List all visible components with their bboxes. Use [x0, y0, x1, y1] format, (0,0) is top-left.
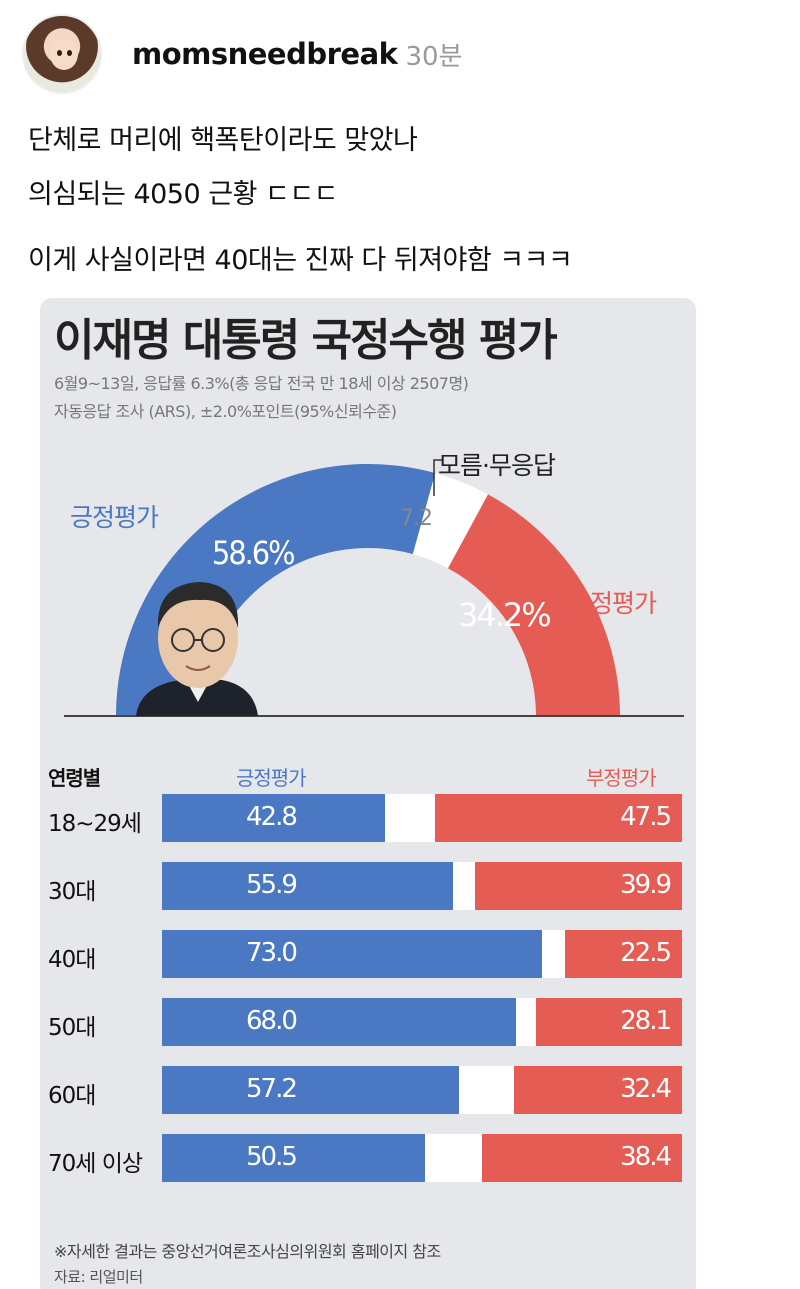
bar-track: 42.8 47.5 [162, 794, 682, 842]
positive-bar [162, 1134, 425, 1182]
positive-bar [162, 794, 385, 842]
bar-track: 50.5 38.4 [162, 1134, 682, 1182]
negative-header: 부정평가 [586, 766, 657, 790]
post-header: momsneedbreak 30분 [22, 14, 462, 94]
positive-bar [162, 998, 516, 1046]
positive-header: 긍정평가 [236, 766, 307, 790]
avatar-face [50, 38, 78, 70]
unknown-label: 모름·무응답 [438, 451, 556, 480]
negative-value: 28.1 [620, 1006, 672, 1036]
age-row: 40대 73.0 22.5 [40, 930, 696, 978]
gauge-slice-negative [448, 494, 620, 716]
positive-value: 55.9 [246, 870, 298, 900]
post-text-line: 의심되는 4050 근황 ㄷㄷㄷ [28, 179, 339, 210]
unknown-leader-line [433, 459, 442, 496]
negative-value: 39.9 [620, 870, 672, 900]
negative-percent: 34.2% [458, 596, 552, 634]
gauge-slice-positive [116, 464, 436, 716]
positive-value: 68.0 [246, 1006, 298, 1036]
avatar-eye [57, 50, 62, 56]
negative-value: 22.5 [620, 938, 672, 968]
age-label: 30대 [48, 879, 96, 905]
positive-value: 57.2 [246, 1074, 298, 1104]
negative-bar [535, 998, 682, 1046]
positive-bar [162, 1066, 460, 1114]
age-label: 60대 [48, 1083, 96, 1109]
negative-value: 38.4 [620, 1142, 672, 1172]
bar-track: 57.2 32.4 [162, 1066, 682, 1114]
age-label: 40대 [48, 947, 96, 973]
post-time: 30분 [405, 41, 463, 72]
positive-value: 73.0 [246, 938, 298, 968]
negative-value: 32.4 [620, 1074, 672, 1104]
negative-bar [565, 930, 682, 978]
age-label: 18~29세 [48, 811, 142, 837]
bar-track: 73.0 22.5 [162, 930, 682, 978]
bar-track: 55.9 39.9 [162, 862, 682, 910]
negative-bar [435, 794, 682, 842]
unknown-percent: 7.2 [400, 506, 433, 531]
username[interactable]: momsneedbreak [132, 37, 398, 71]
positive-bar [162, 930, 542, 978]
negative-bar [513, 1066, 682, 1114]
positive-bar [162, 862, 453, 910]
president-portrait [136, 582, 258, 716]
age-header: 연령별 [48, 766, 101, 790]
positive-value: 42.8 [246, 802, 298, 832]
age-row: 60대 57.2 32.4 [40, 1066, 696, 1114]
footnote: ※자세한 결과는 중앙선거여론조사심의위원회 홈페이지 참조 [54, 1242, 441, 1261]
positive-value: 50.5 [246, 1142, 298, 1172]
avatar-eye [67, 50, 72, 56]
gauge-slice-unknown [412, 473, 489, 569]
age-row: 30대 55.9 39.9 [40, 862, 696, 910]
bar-track: 68.0 28.1 [162, 998, 682, 1046]
age-row: 18~29세 42.8 47.5 [40, 794, 696, 842]
age-row: 70세 이상 50.5 38.4 [40, 1134, 696, 1182]
infographic-card: 이재명 대통령 국정수행 평가 6월9~13일, 응답률 6.3%(총 응답 전… [40, 298, 696, 1289]
approval-gauge-chart [64, 459, 684, 717]
negative-bar [482, 1134, 682, 1182]
infographic-subtitle: 자동응답 조사 (ARS), ±2.0%포인트(95%신뢰수준) [54, 402, 397, 421]
infographic-subtitle: 6월9~13일, 응답률 6.3%(총 응답 전국 만 18세 이상 2507명… [54, 374, 469, 393]
positive-label: 긍정평가 [70, 503, 159, 532]
age-label: 70세 이상 [48, 1151, 143, 1177]
infographic-title: 이재명 대통령 국정수행 평가 [54, 315, 558, 366]
post-text-line: 단체로 머리에 핵폭탄이라도 맞았나 [28, 125, 418, 156]
post-text-line: 이게 사실이라면 40대는 진짜 다 뒤져야함 ㅋㅋㅋ [28, 245, 573, 276]
negative-bar [474, 862, 682, 910]
age-label: 50대 [48, 1015, 96, 1041]
source-credit: 자료: 리얼미터 [54, 1268, 143, 1286]
positive-percent: 58.6% [212, 534, 295, 572]
negative-value: 47.5 [620, 802, 672, 832]
avatar[interactable] [22, 14, 102, 94]
age-row: 50대 68.0 28.1 [40, 998, 696, 1046]
negative-label: 부정평가 [568, 589, 657, 618]
